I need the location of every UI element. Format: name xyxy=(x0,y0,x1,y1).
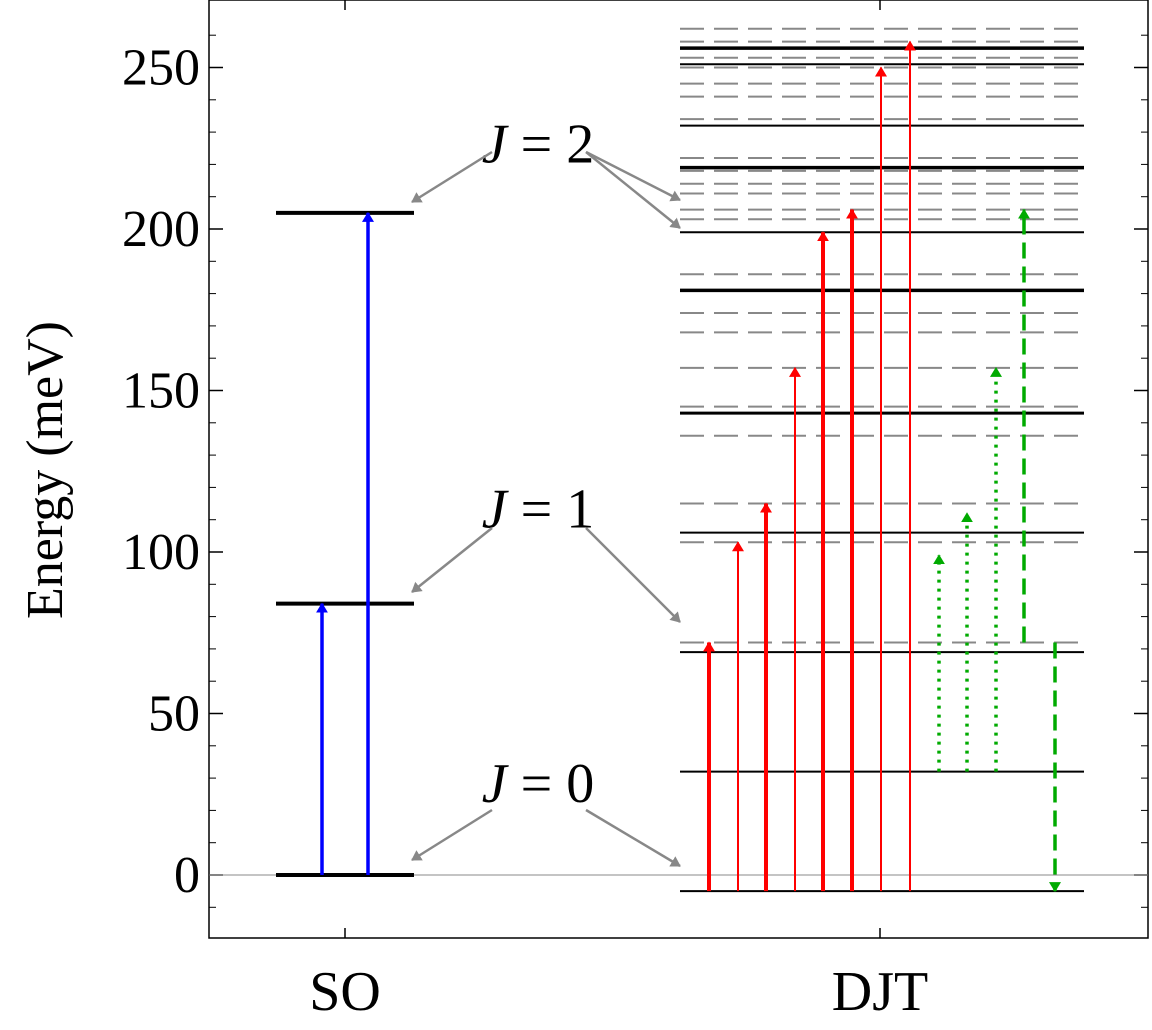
x-tick-label-djt: DJT xyxy=(832,961,928,1023)
x-tick-label-so: SO xyxy=(309,961,381,1023)
y-tick-label: 50 xyxy=(148,686,200,743)
j-annotation-arrow xyxy=(585,151,681,229)
j-annotation-arrow xyxy=(585,527,681,623)
j-annotation-label: J = 0 xyxy=(482,753,594,815)
j-annotation-arrow xyxy=(585,808,681,868)
y-tick-label: 150 xyxy=(122,363,200,420)
j-annotation-arrow xyxy=(411,527,493,593)
j-annotation-arrow xyxy=(585,150,681,202)
plot-frame xyxy=(208,0,1149,939)
j-annotation-arrow xyxy=(411,808,493,862)
y-tick-label: 0 xyxy=(174,847,200,904)
y-tick-label: 250 xyxy=(122,40,200,97)
y-tick-label: 200 xyxy=(122,201,200,258)
j-annotation-label: J = 2 xyxy=(482,114,594,176)
y-axis-label: Energy (meV) xyxy=(17,321,74,619)
j-annotation-arrow xyxy=(411,150,493,204)
j-annotation-label: J = 1 xyxy=(482,479,594,541)
y-tick-label: 100 xyxy=(122,524,200,581)
